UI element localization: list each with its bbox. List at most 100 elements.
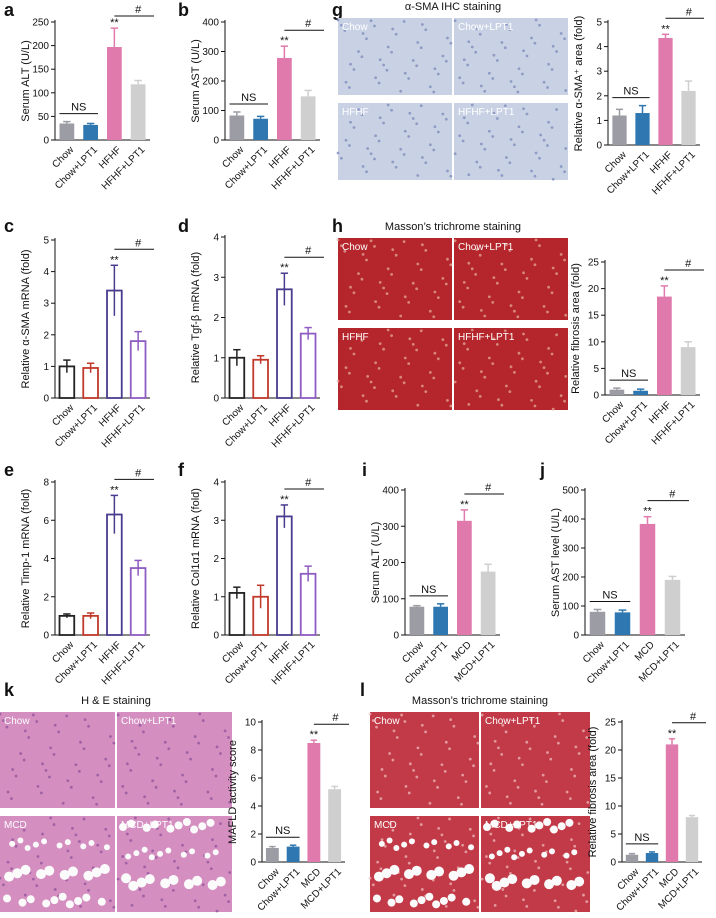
micrograph-texture	[420, 723, 424, 727]
micrograph-texture	[143, 795, 147, 799]
micrograph-texture	[340, 23, 343, 27]
micrograph-texture	[121, 855, 125, 858]
micrograph-texture	[564, 147, 568, 150]
annotation: **	[661, 23, 670, 35]
micrograph-texture	[193, 735, 197, 738]
y-tick-label: 3	[213, 273, 219, 284]
lipid-droplet	[24, 845, 31, 852]
lipid-droplet	[445, 843, 452, 850]
micrograph-texture	[383, 774, 387, 778]
y-tick-label: 4	[213, 233, 219, 244]
micrograph-texture	[466, 347, 470, 351]
micrograph-texture	[549, 757, 553, 761]
micrograph-texture	[407, 135, 411, 138]
panel-letter: k	[4, 680, 15, 700]
micrograph-texture	[129, 769, 133, 772]
micrograph-texture	[551, 44, 555, 48]
micrograph-texture	[574, 745, 578, 749]
micrograph-texture	[125, 832, 129, 836]
micrograph-texture	[424, 249, 428, 252]
bar	[480, 571, 496, 635]
panel-letter: c	[4, 216, 14, 236]
micrograph-texture	[453, 239, 457, 243]
micrograph-texture	[336, 151, 340, 155]
y-tick-label: 10	[245, 718, 257, 729]
bar	[409, 606, 425, 635]
micrograph-texture	[555, 333, 558, 337]
micrograph-texture	[138, 888, 142, 891]
micrograph-texture	[6, 790, 10, 794]
lipid-droplet	[83, 870, 94, 881]
lipid-droplet	[183, 879, 194, 890]
micrograph-texture	[521, 763, 524, 767]
y-tick-label: 2	[43, 592, 49, 603]
micrograph-texture	[386, 267, 390, 271]
micrograph-texture	[394, 395, 398, 398]
lipid-droplet	[190, 825, 199, 834]
micrograph-texture	[379, 797, 383, 800]
micrograph-texture	[467, 173, 471, 177]
lipid-droplet	[198, 822, 207, 831]
micrograph-texture	[462, 281, 466, 284]
micrograph-texture	[513, 371, 516, 374]
lipid-droplet	[518, 850, 525, 857]
micrograph-texture	[546, 144, 549, 147]
bar	[457, 520, 472, 635]
y-axis-label: Serum AST (U/L)	[190, 39, 202, 123]
micrograph-texture	[181, 843, 184, 847]
micrograph-texture	[399, 89, 403, 93]
micrograph-texture	[373, 157, 376, 161]
micrograph-texture	[163, 904, 167, 908]
micrograph-texture	[415, 122, 419, 126]
micrograph-texture	[473, 735, 477, 738]
micrograph-texture	[163, 740, 167, 744]
y-tick-label: 0	[610, 858, 616, 869]
micrograph-texture	[107, 834, 111, 838]
micrograph-texture	[419, 104, 423, 108]
micrograph-texture	[197, 905, 201, 909]
micrograph-texture	[533, 404, 537, 408]
micrograph-texture	[408, 832, 412, 836]
micrograph-texture	[458, 76, 462, 80]
bar	[253, 118, 268, 140]
micrograph-texture	[407, 77, 411, 80]
micrograph-texture	[500, 41, 504, 44]
lipid-droplet	[381, 868, 392, 879]
micrograph-texture	[428, 309, 432, 313]
micrograph-texture	[360, 113, 364, 117]
micrograph-texture	[492, 53, 496, 57]
micrograph-texture	[79, 904, 82, 908]
micrograph-texture	[369, 239, 373, 243]
y-tick-label: 2	[250, 830, 256, 841]
bar	[276, 288, 293, 399]
y-tick-label: 6	[43, 516, 49, 527]
micrograph-texture	[479, 84, 483, 88]
lipid-droplet	[373, 871, 384, 882]
micrograph-texture	[528, 747, 532, 751]
y-axis-label: Relative Tgf-β mRNA (fold)	[190, 252, 202, 383]
lipid-droplet	[544, 879, 555, 890]
micrograph-texture	[516, 856, 520, 859]
micrograph-texture	[0, 712, 2, 716]
micrograph-texture	[0, 876, 2, 880]
micrograph-texture	[369, 19, 373, 23]
y-tick-label: 50	[38, 112, 50, 123]
micrograph-texture	[508, 161, 512, 165]
lipid-droplet	[165, 847, 172, 854]
micrograph-texture	[154, 856, 158, 859]
annotation: **	[668, 728, 677, 740]
annotation: NS	[275, 825, 290, 837]
y-tick-label: 500	[562, 486, 579, 497]
image-label: Chow+LPT1	[458, 242, 514, 253]
micrograph-texture	[181, 773, 184, 777]
micrograph-texture	[134, 746, 137, 750]
micrograph-texture	[415, 64, 419, 68]
micrograph-texture	[563, 258, 566, 262]
micrograph-texture	[449, 404, 453, 408]
lipid-droplet	[462, 897, 471, 906]
image-title: Masson’s trichrome staining	[385, 221, 521, 233]
micrograph-texture	[559, 32, 563, 35]
micrograph-texture	[377, 81, 381, 85]
micrograph-texture	[214, 774, 218, 778]
micrograph-texture	[360, 277, 364, 281]
